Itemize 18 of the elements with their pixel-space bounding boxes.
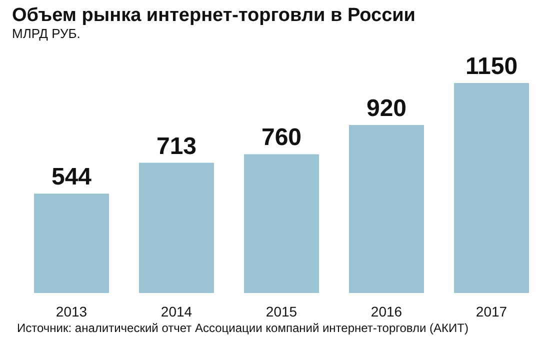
x-tick-label: 2016 [370, 304, 402, 320]
chart-title: Объем рынка интернет-торговли в России [12, 5, 416, 26]
data-label: 713 [156, 132, 197, 160]
data-label: 760 [261, 124, 302, 152]
x-tick-label: 2013 [56, 304, 88, 320]
data-label: 544 [51, 164, 92, 191]
x-tick-label: 2015 [266, 304, 298, 320]
x-tick-label: 2014 [160, 304, 192, 320]
bar [349, 125, 424, 293]
chart-subtitle: МЛРД РУБ. [12, 26, 80, 41]
bar [139, 162, 214, 293]
bar [34, 194, 109, 293]
x-tick-label: 2017 [476, 304, 508, 320]
bar [454, 83, 529, 293]
data-label: 920 [366, 95, 407, 122]
bar [244, 154, 319, 293]
text: Источник: аналитический отчет Ассоциации компаний интернет-торговли (АКИТ) [17, 321, 468, 335]
data-label: 1150 [465, 53, 518, 80]
